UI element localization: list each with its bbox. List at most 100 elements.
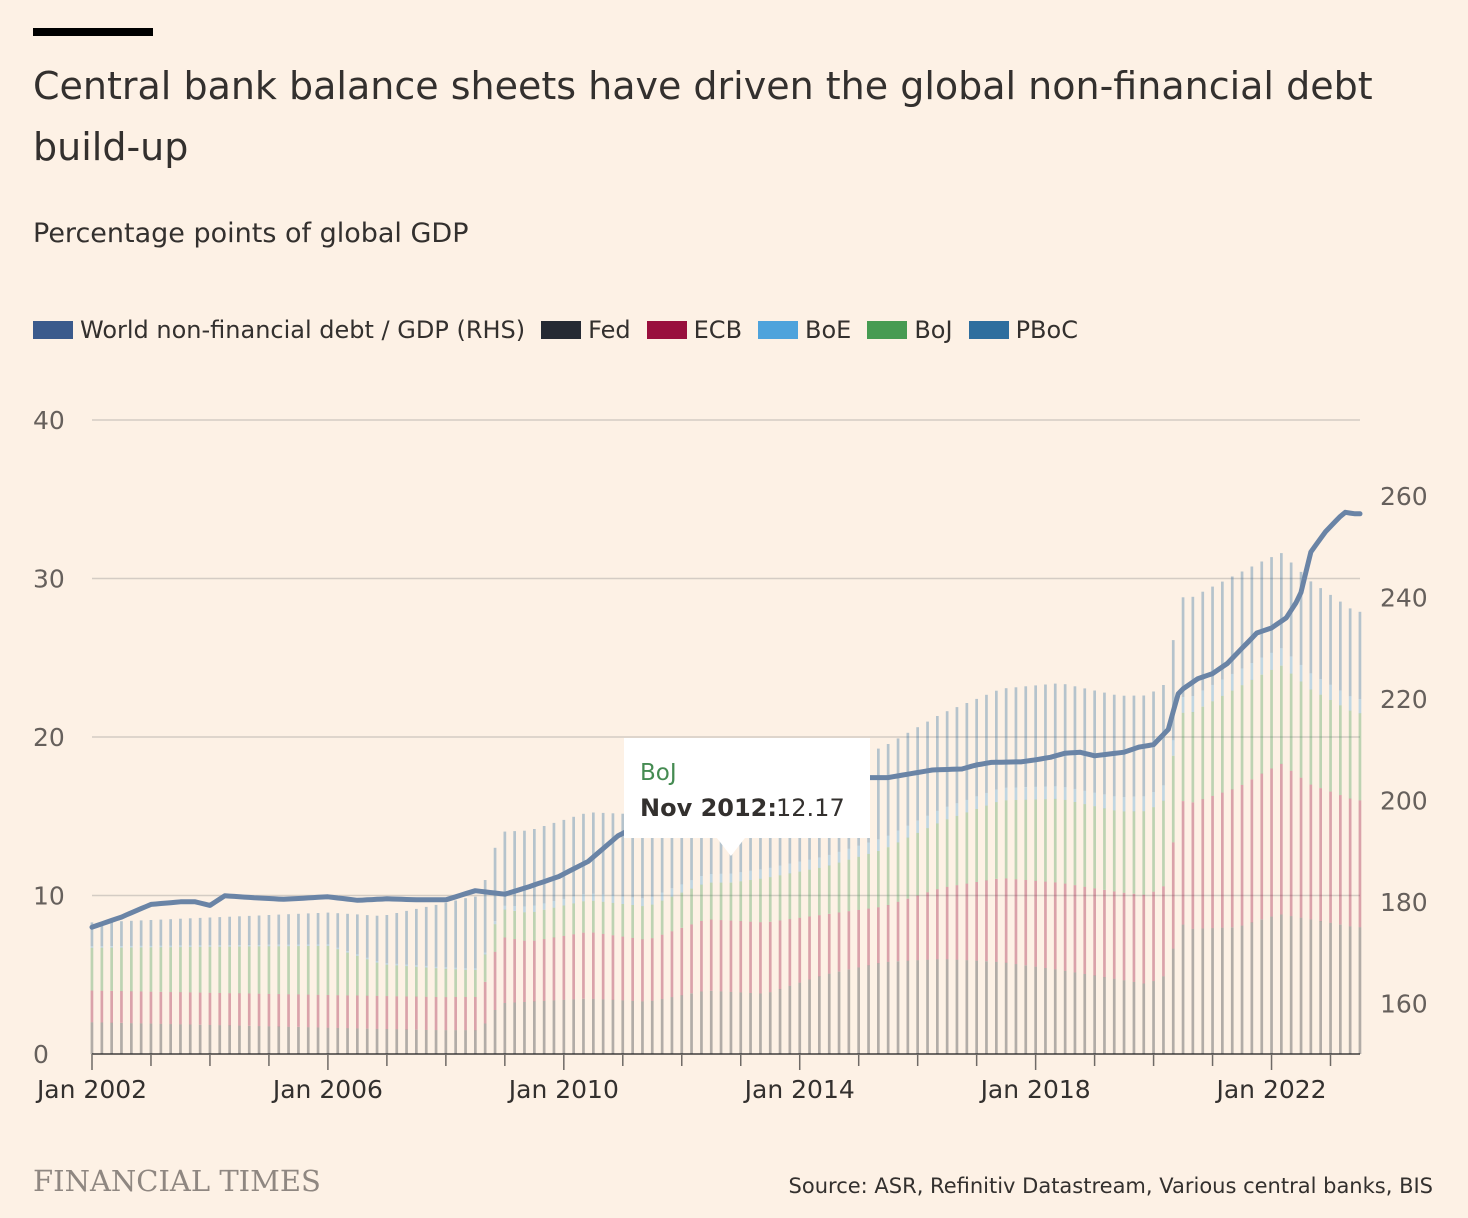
bar-boj [1181, 712, 1185, 801]
bar-pboc [247, 915, 251, 945]
bar-boe [493, 921, 497, 925]
bar-boj [936, 823, 939, 890]
bar-boj [169, 947, 172, 993]
tooltip: BoJ Nov 2012: 12.17 [624, 738, 870, 856]
bar-ecb [719, 920, 723, 992]
bar-boe [1221, 679, 1224, 696]
bar-fed [572, 999, 575, 1054]
bar-boe [1289, 656, 1293, 674]
bar-fed [375, 1028, 379, 1054]
bar-fed [287, 1026, 290, 1054]
bar-boe [1280, 648, 1283, 666]
bar-fed [356, 1028, 359, 1054]
bar-fed [238, 1025, 241, 1054]
bar-boe [1053, 786, 1057, 799]
legend-swatch-fed [541, 321, 582, 339]
bar-boj [513, 911, 516, 940]
bar-ecb [1250, 779, 1254, 923]
bar-boe [1240, 668, 1244, 686]
bar-ecb [867, 908, 870, 966]
bar-ecb [1093, 888, 1096, 976]
bar-pboc [533, 829, 536, 906]
bar-boj [1250, 679, 1254, 780]
bar-fed [788, 985, 792, 1054]
legend-item-debt[interactable]: World non-financial debt / GDP (RHS) [33, 316, 525, 344]
bar-ecb [778, 920, 782, 990]
bar-fed [542, 1000, 546, 1054]
bar-boj [975, 809, 978, 882]
bar-boe [1122, 797, 1126, 812]
bar-fed [1201, 928, 1205, 1054]
bar-boe [582, 894, 585, 902]
bar-pboc [975, 698, 978, 797]
legend-item-pboc[interactable]: PBoC [968, 316, 1078, 344]
bar-boj [464, 969, 467, 997]
bar-boj [818, 867, 821, 916]
legend-label-debt: World non-financial debt / GDP (RHS) [80, 316, 526, 344]
bar-pboc [1103, 692, 1106, 795]
bar-boe [641, 898, 644, 907]
bar-boe [208, 945, 212, 947]
bar-ecb [660, 934, 664, 999]
bar-fed [611, 999, 615, 1054]
bar-boe [316, 944, 320, 946]
bar-fed [1162, 976, 1165, 1054]
bar-boe [906, 825, 910, 838]
bar-boj [1358, 713, 1362, 801]
bar-fed [513, 1002, 516, 1054]
bar-boj [297, 946, 300, 995]
bar-ecb [621, 936, 625, 1001]
y-right-tick-label: 200 [1380, 786, 1428, 815]
bar-ecb [208, 992, 212, 1025]
bar-boj [365, 959, 369, 996]
legend-item-fed[interactable]: Fed [541, 316, 631, 344]
bar-boj [867, 853, 870, 909]
bar-fed [729, 991, 733, 1054]
bar-pboc [395, 913, 399, 964]
bar-boe [955, 803, 959, 816]
legend-item-boe[interactable]: BoE [758, 316, 851, 344]
bar-boj [1280, 665, 1283, 764]
bar-boe [267, 944, 271, 947]
bar-boj [1132, 811, 1136, 894]
bar-boj [650, 904, 654, 939]
bar-fed [847, 969, 851, 1054]
bar-pboc [267, 915, 271, 945]
bar-boj [375, 962, 379, 996]
bar-boe [1358, 699, 1362, 714]
bar-pboc [139, 920, 143, 946]
bar-fed [385, 1029, 389, 1054]
legend-item-ecb[interactable]: ECB [646, 316, 742, 344]
bar-boj [1309, 689, 1313, 785]
bar-fed [1211, 928, 1214, 1054]
bar-pboc [336, 913, 340, 948]
bar-boj [1162, 800, 1165, 887]
bar-boe [385, 963, 389, 965]
bar-pboc [287, 914, 290, 945]
bar-pboc [365, 915, 369, 958]
bar-boj [631, 905, 634, 938]
bar-boe [100, 946, 104, 948]
bar-ecb [1152, 891, 1155, 982]
bar-boj [768, 877, 772, 922]
bar-ecb [837, 912, 841, 972]
bar-pboc [601, 812, 605, 895]
bar-fed [336, 1027, 340, 1054]
bar-boe [110, 946, 113, 948]
bar-boj [621, 904, 625, 937]
bar-fed [1073, 972, 1077, 1054]
bar-boe [1270, 652, 1273, 670]
bar-boj [857, 856, 860, 910]
bar-boe [179, 945, 182, 948]
bar-fed [975, 960, 978, 1054]
bar-boj [1339, 705, 1342, 796]
bar-pboc [130, 920, 133, 946]
bar-pboc [1299, 571, 1303, 665]
legend-item-boj[interactable]: BoJ [867, 316, 953, 344]
bar-boj [1221, 695, 1224, 793]
bar-boe [1260, 657, 1264, 675]
bar-pboc [896, 738, 900, 831]
bar-fed [208, 1025, 212, 1054]
bar-pboc [1093, 690, 1096, 793]
y-left-tick-label: 40 [33, 406, 65, 435]
